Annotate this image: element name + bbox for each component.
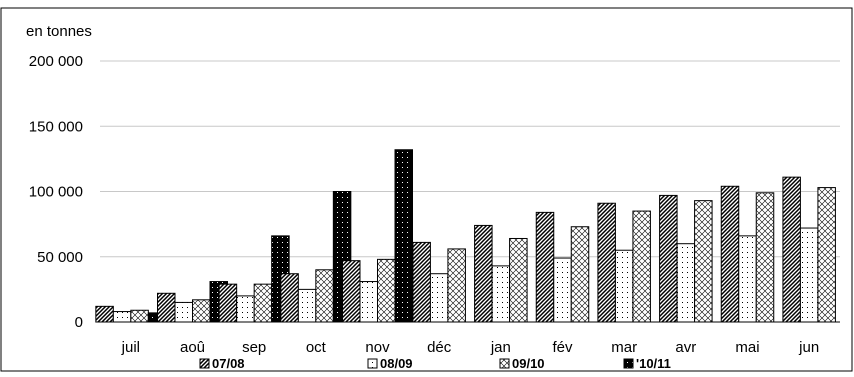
legend: 07/08 08/09 09/10 '10/11 [199,356,671,371]
x-tick-label: déc [427,339,452,356]
bars [95,149,836,323]
chart-frame [0,7,853,372]
legend-label: '10/11 [636,356,671,371]
x-tick-label: juil [121,339,140,356]
y-tick-label: 0 [75,314,83,331]
bar-0910-1 [192,299,211,323]
x-tick-label: aoû [180,339,205,356]
legend-label: 07/08 [212,356,245,371]
y-tick-label: 50 000 [37,249,83,266]
bar-0708-2 [218,283,238,323]
bar-0910-3 [315,269,334,323]
x-tick-label: oct [306,339,327,356]
bar-0708-10 [720,185,740,323]
bar-0809-3 [297,288,317,323]
bar-0910-6 [509,237,528,323]
y-tick-label: 200 000 [29,53,83,70]
bar-0910-7 [570,226,590,323]
bar-0708-11 [782,176,801,323]
bar-0809-10 [738,235,757,323]
bar-0910-10 [755,192,775,323]
x-tick-label: jan [490,339,511,356]
bar-0910-8 [632,210,651,323]
x-tick-label: nov [365,339,390,356]
legend-swatch [199,358,210,369]
x-tick-label: avr [675,339,696,356]
x-tick-label: mar [611,339,637,356]
bar-0910-4 [377,258,396,323]
bar-0809-4 [359,281,378,323]
bar-0708-7 [535,211,555,323]
bar-0809-5 [429,273,449,323]
bar-0910-9 [694,200,713,323]
bar-0708-0 [95,305,114,323]
bar-0708-5 [412,241,431,323]
bar-0708-4 [342,260,361,323]
y-tick-label: 100 000 [29,184,83,201]
legend-swatch [367,358,378,369]
y-tick-label: 150 000 [29,118,83,135]
bar-0809-0 [112,311,132,323]
unit-label: en tonnes [26,23,92,40]
bar-0910-11 [817,187,836,323]
bar-0708-8 [597,202,616,323]
bar-0809-8 [614,249,634,323]
legend-swatch [499,358,510,369]
bar-0708-9 [659,194,678,323]
bar-0910-2 [253,283,273,323]
legend-label: 09/10 [512,356,545,371]
bar-0809-2 [236,295,255,323]
bar-0910-5 [447,248,466,323]
x-tick-label: fév [552,339,573,356]
x-tick-label: sep [242,339,266,356]
bar-0708-6 [474,224,493,323]
x-tick-label: jun [798,339,819,356]
legend-swatch [623,358,634,369]
bar-1011-4 [394,149,413,323]
bar-0809-1 [174,301,193,323]
bar-0809-6 [491,265,511,323]
bar-0708-1 [157,292,176,323]
bar-0708-3 [280,273,299,323]
bar-0809-9 [676,243,696,323]
x-tick-label: mai [735,339,759,356]
legend-label: 08/09 [380,356,413,371]
bar-0809-7 [553,257,572,323]
x-axis-ticks: juil aoû sep oct nov déc jan fév mar avr mai jun [121,339,820,356]
y-axis-ticks: 0 50 000 100 000 150 000 200 000 [29,53,83,331]
bar-0910-0 [130,309,149,323]
bar-0809-11 [799,227,819,323]
